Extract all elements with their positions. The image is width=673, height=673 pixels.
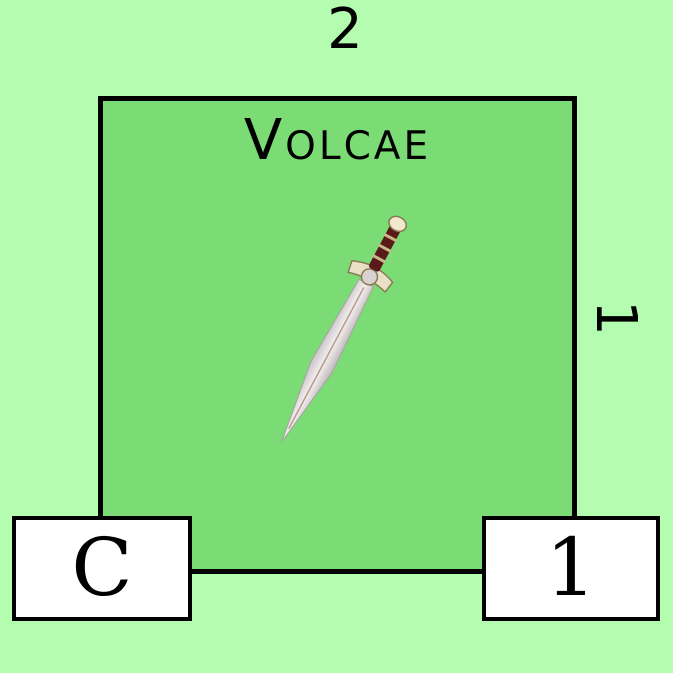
strength-box: 1 — [482, 516, 660, 621]
quality-box: C — [12, 516, 192, 621]
top-value: 2 — [327, 0, 363, 62]
sword-icon — [281, 215, 407, 443]
side-value: 1 — [583, 300, 648, 336]
unit-counter[interactable]: Volcae — [98, 96, 577, 574]
unit-name: Volcae — [243, 108, 432, 173]
